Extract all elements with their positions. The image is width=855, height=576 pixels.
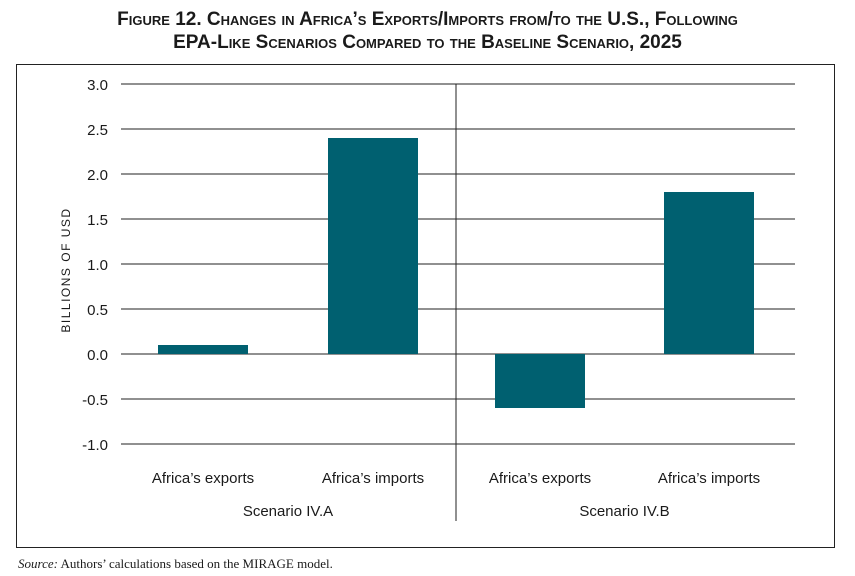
y-tick-label: 0.5 xyxy=(87,302,108,319)
x-category-label: Africa’s exports xyxy=(489,470,591,487)
y-tick-label: 2.0 xyxy=(87,167,108,184)
chart-frame xyxy=(16,64,835,548)
chart-title: Figure 12. Changes in Africa’s Exports/I… xyxy=(0,8,855,54)
x-category-label: Africa’s imports xyxy=(658,470,760,487)
chart-title-line-2: EPA-Like Scenarios Compared to the Basel… xyxy=(173,32,682,53)
y-tick-label: 3.0 xyxy=(87,77,108,94)
scenario-label: Scenario IV.B xyxy=(579,503,669,520)
y-tick-label: 1.5 xyxy=(87,212,108,229)
y-tick-label: -0.5 xyxy=(82,392,108,409)
bar-iva-imports xyxy=(328,138,418,354)
bar-ivb-exports xyxy=(495,354,585,408)
scenario-label: Scenario IV.A xyxy=(243,503,333,520)
y-tick-label: -1.0 xyxy=(82,437,108,454)
bar-ivb-imports xyxy=(664,192,754,354)
x-category-label: Africa’s imports xyxy=(322,470,424,487)
source-text: Authors’ calculations based on the MIRAG… xyxy=(57,556,333,571)
source-label: Source: xyxy=(18,556,58,571)
y-axis-label: BILLIONS OF USD xyxy=(59,207,73,332)
y-tick-label: 0.0 xyxy=(87,347,108,364)
y-tick-label: 1.0 xyxy=(87,257,108,274)
bar-iva-exports xyxy=(158,345,248,354)
source-note: Source: Authors’ calculations based on t… xyxy=(18,556,333,572)
chart-title-line-1: Figure 12. Changes in Africa’s Exports/I… xyxy=(117,9,738,30)
x-category-label: Africa’s exports xyxy=(152,470,254,487)
y-tick-label: 2.5 xyxy=(87,122,108,139)
